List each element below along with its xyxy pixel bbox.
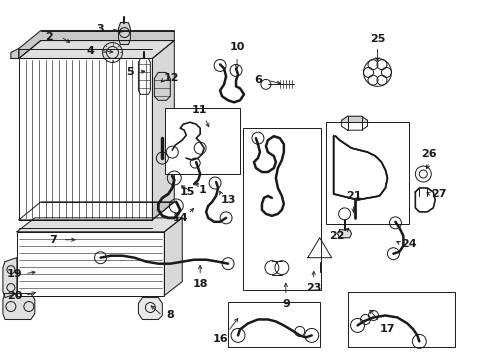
Bar: [325, 122, 408, 224]
Text: 25: 25: [369, 33, 385, 44]
Text: 24: 24: [401, 239, 416, 249]
Text: 18: 18: [192, 279, 207, 289]
Text: 21: 21: [345, 191, 361, 201]
Bar: [19, 58, 152, 220]
Bar: [227, 302, 319, 347]
Text: 5: 5: [126, 67, 134, 77]
Polygon shape: [11, 49, 19, 58]
Text: 3: 3: [97, 24, 104, 33]
Polygon shape: [118, 23, 130, 45]
Text: 10: 10: [229, 41, 244, 51]
Bar: [243, 128, 320, 289]
Polygon shape: [333, 136, 386, 200]
Polygon shape: [154, 72, 170, 100]
Text: 13: 13: [220, 195, 235, 205]
Text: 7: 7: [49, 235, 57, 245]
Bar: [347, 292, 454, 347]
Bar: [165, 108, 240, 174]
Text: 17: 17: [379, 324, 394, 334]
Polygon shape: [17, 218, 182, 232]
Text: 19: 19: [7, 269, 22, 279]
Bar: [17, 232, 164, 296]
Polygon shape: [19, 31, 174, 58]
Polygon shape: [307, 238, 331, 258]
Text: 27: 27: [430, 189, 446, 199]
Polygon shape: [337, 230, 351, 238]
Text: 8: 8: [166, 310, 174, 320]
Text: 23: 23: [305, 283, 321, 293]
Polygon shape: [3, 258, 17, 298]
Polygon shape: [152, 41, 174, 220]
Polygon shape: [19, 41, 174, 58]
Polygon shape: [3, 293, 35, 319]
Polygon shape: [138, 58, 150, 94]
Polygon shape: [341, 116, 367, 130]
Text: 12: 12: [163, 73, 179, 84]
Text: 14: 14: [172, 213, 188, 223]
Text: 6: 6: [253, 75, 262, 85]
Text: 11: 11: [191, 105, 206, 115]
Text: 26: 26: [421, 149, 436, 159]
Polygon shape: [19, 202, 174, 220]
Text: 20: 20: [7, 291, 22, 301]
Polygon shape: [138, 298, 162, 319]
Text: 4: 4: [86, 45, 94, 55]
Text: 16: 16: [212, 334, 227, 345]
Text: 1: 1: [198, 185, 205, 195]
Text: 15: 15: [179, 187, 195, 197]
Text: 2: 2: [45, 32, 53, 41]
Polygon shape: [164, 218, 182, 296]
Text: 9: 9: [281, 298, 289, 309]
Text: 22: 22: [328, 231, 344, 241]
